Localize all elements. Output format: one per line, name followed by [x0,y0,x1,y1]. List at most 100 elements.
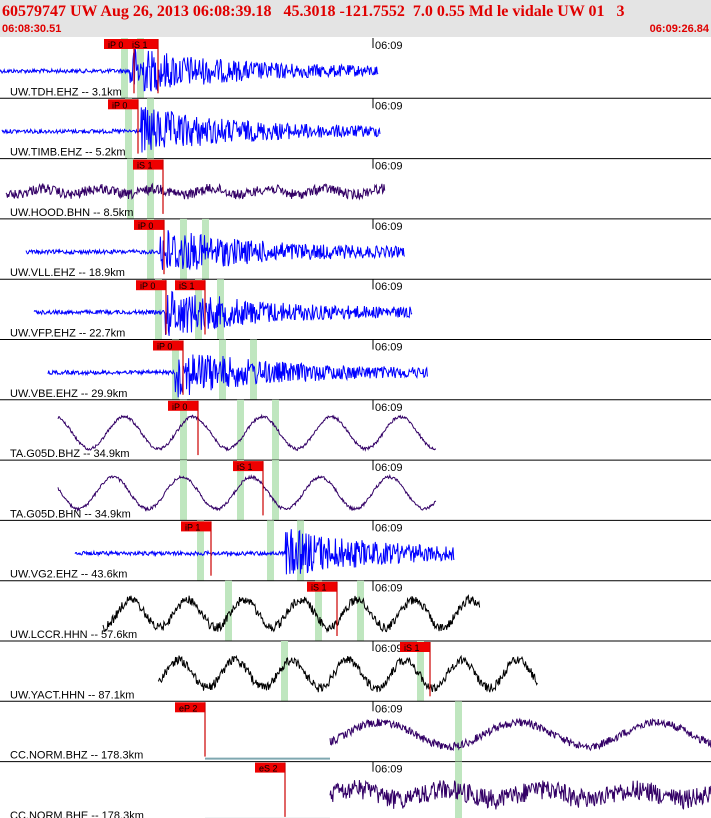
trace-panel: 06:09 eS 2 CC.NORM.BHE -- 178.3km [10,761,711,818]
pick-window [125,98,132,159]
pick-window [180,460,187,521]
pick-label: iS 1 [132,40,148,50]
pick-label: iS 1 [237,462,253,472]
trace-panel: 06:09 iP 1 UW.VG2.EHZ -- 43.6km [0,520,711,582]
pick-window [272,460,279,521]
waveform [329,717,711,752]
pick-window [195,279,202,340]
time-tick-label: 06:09 [375,643,403,655]
trace-panel: 06:09 iS 1 UW.HOOD.BHN -- 8.5km [0,158,711,220]
pick-flag [108,99,138,110]
pick-window [147,218,154,280]
time-tick-label: 06:09 [375,522,403,534]
waveform [25,230,406,271]
pick-flag [255,762,285,773]
station-label: TA.G05D.BHZ -- 34.9km [10,448,130,460]
pick-window [357,580,364,641]
trace-panel: 06:09 iS 1 UW.LCCR.HHN -- 57.6km [0,580,711,642]
pick-label: iP 0 [140,281,155,291]
waveform [57,413,436,452]
waveform [33,290,413,336]
pick-window [180,399,187,461]
station-label: CC.NORM.BHZ -- 178.3km [10,750,143,762]
time-tick-label: 06:09 [375,342,403,354]
pick-label: iP 0 [112,100,127,110]
pick-flag [136,280,166,291]
pick-flag [134,219,164,230]
trace-panel: 06:09 iS 1 TA.G05D.BHN -- 34.9km [0,460,711,521]
time-tick-label: 06:09 [375,583,403,595]
time-tick-label: 06:09 [375,402,403,414]
pick-flag [104,39,134,49]
pick-label: eS 2 [259,764,278,774]
pick-label: eP 2 [179,703,197,713]
waveform [1,107,381,153]
waveform [47,354,428,398]
waveform [157,654,538,693]
pick-label: iS 1 [179,281,195,291]
pick-window [155,279,162,340]
pick-window [272,399,279,461]
station-label: UW.LCCR.HHN -- 57.6km [10,629,137,641]
pick-window [417,641,424,702]
trace-panel: 06:09 eP 2 CC.NORM.BHZ -- 178.3km [0,701,711,763]
trace-panel: 06:09 iP 0 TA.G05D.BHZ -- 34.9km [0,399,711,461]
pick-flag [128,39,158,49]
pick-window [197,520,204,581]
pick-flag [175,702,205,713]
pick-window [455,701,462,762]
time-tick-label: 06:09 [375,703,403,715]
pick-flag [233,461,263,472]
station-label: UW.YACT.HHN -- 87.1km [10,689,134,701]
waveform [57,474,437,513]
pick-label: iP 0 [138,221,153,231]
station-label: UW.VBE.EHZ -- 29.9km [10,388,127,400]
station-label: UW.VG2.EHZ -- 43.6km [10,569,127,581]
time-tick-label: 06:09 [375,40,403,52]
pick-label: iS 1 [137,161,153,171]
pick-flag [168,400,198,411]
trace-panel: 06:09 iP 0 UW.VBE.EHZ -- 29.9km [0,339,711,401]
time-tick-label: 06:09 [375,281,403,293]
pick-flag [133,159,163,170]
station-label: UW.HOOD.BHN -- 8.5km [10,207,133,219]
station-label: UW.VFP.EHZ -- 22.7km [10,328,125,340]
waveform [74,529,455,575]
trace-panel: 06:09 iP 0 UW.VLL.EHZ -- 18.9km [0,218,711,280]
pick-label: iP 0 [157,342,172,352]
pick-window [237,460,244,521]
pick-label: iP 1 [185,522,200,532]
pick-label: iP 0 [172,402,187,412]
trace-panel: 06:09 iP 0 iS 1 UW.VFP.EHZ -- 22.7km [0,279,711,340]
trace-panel: 06:09 iS 1 UW.YACT.HHN -- 87.1km [0,641,711,702]
pick-window [267,520,274,581]
trace-panel: 06:09 iP 0 iS 1 UW.TDH.EHZ -- 3.1km [0,38,711,99]
pick-label: iP 0 [108,40,123,50]
station-label: CC.NORM.BHE -- 178.3km [10,810,144,818]
station-label: TA.G05D.BHN -- 34.9km [10,508,131,520]
pick-window [127,158,134,219]
waveform [102,594,481,634]
pick-flag [175,280,205,291]
pick-window [237,399,244,461]
waveform [5,182,386,201]
pick-label: iS 1 [311,583,327,593]
pick-flag [400,642,430,652]
header-title: 60579747 UW Aug 26, 2013 06:08:39.18 45.… [2,3,625,20]
pick-window [281,641,288,702]
waveform [329,779,711,810]
waveform [0,47,379,92]
time-tick-label: 06:09 [375,100,403,112]
pick-window [225,580,232,641]
station-label: UW.VLL.EHZ -- 18.9km [10,267,125,279]
station-label: UW.TDH.EHZ -- 3.1km [10,86,122,98]
time-tick-label: 06:09 [375,221,403,233]
pick-window [121,38,128,99]
header-bar [0,0,711,37]
station-label: UW.TIMB.EHZ -- 5.2km [10,147,126,159]
time-tick-label: 06:09 [375,161,403,173]
pick-flag [307,581,337,592]
end-time: 06:09:26.84 [650,23,710,35]
